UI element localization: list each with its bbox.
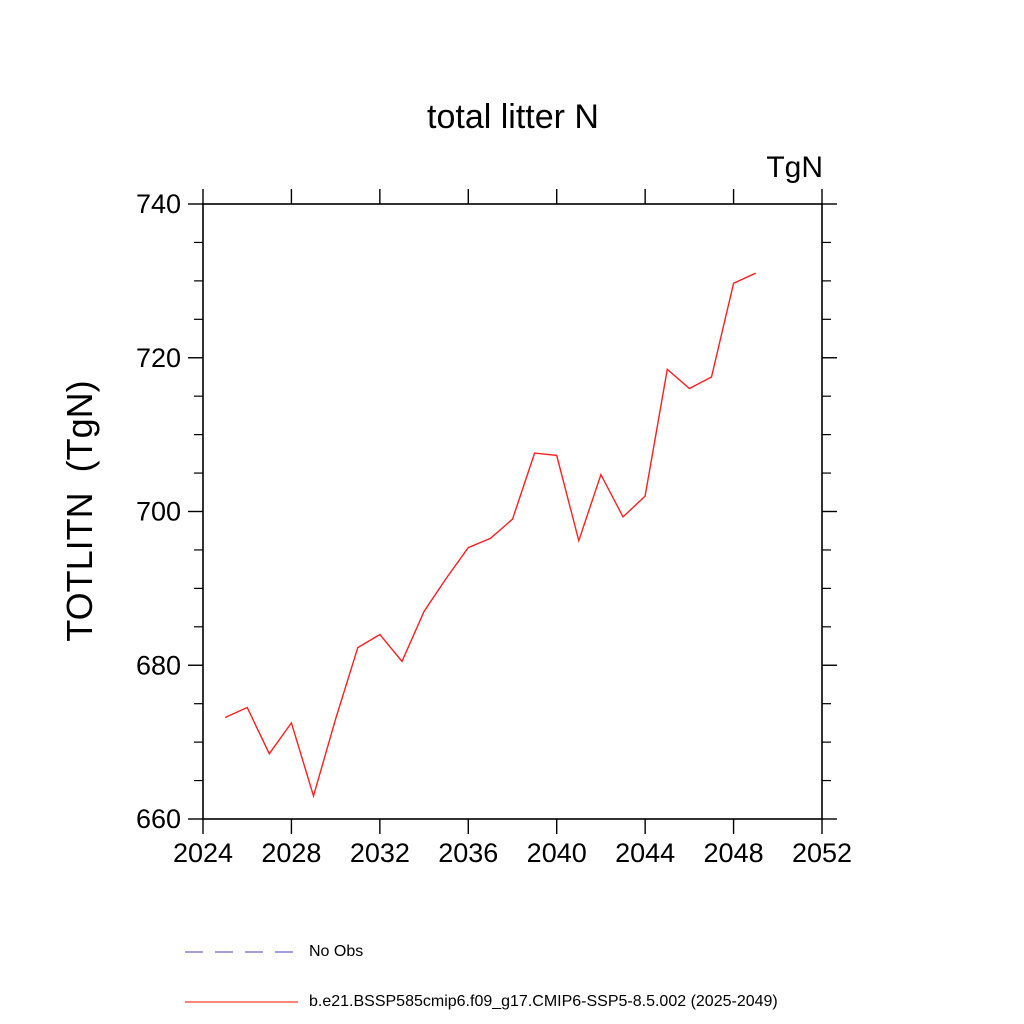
x-tick-label: 2024 [173,838,233,868]
x-tick-label: 2028 [261,838,321,868]
y-tick-label: 660 [136,804,181,834]
unit-label: TgN [766,151,823,184]
legend-label: b.e21.BSSP585cmip6.f09_g17.CMIP6-SSP5-8.… [309,993,778,1010]
legend-entry: b.e21.BSSP585cmip6.f09_g17.CMIP6-SSP5-8.… [185,991,778,1013]
legend-solid-line-icon [185,1001,298,1003]
y-tick-label: 720 [136,343,181,373]
x-tick-label: 2052 [792,838,852,868]
x-tick-label: 2044 [615,838,675,868]
x-tick-label: 2036 [438,838,498,868]
legend-entry: No Obs [185,941,363,963]
y-axis-title: TOTLITN (TgN) [59,380,100,642]
x-tick-label: 2048 [704,838,764,868]
chart-title: total litter N [427,98,599,136]
legend-dashed-line-icon [185,951,298,953]
x-tick-label: 2040 [527,838,587,868]
x-tick-label: 2032 [350,838,410,868]
data-line [224,272,756,799]
y-tick-label: 740 [136,189,181,219]
plot-border [202,203,823,820]
legend-label: No Obs [309,943,364,960]
y-tick-label: 680 [136,650,181,680]
y-tick-label: 700 [136,497,181,527]
